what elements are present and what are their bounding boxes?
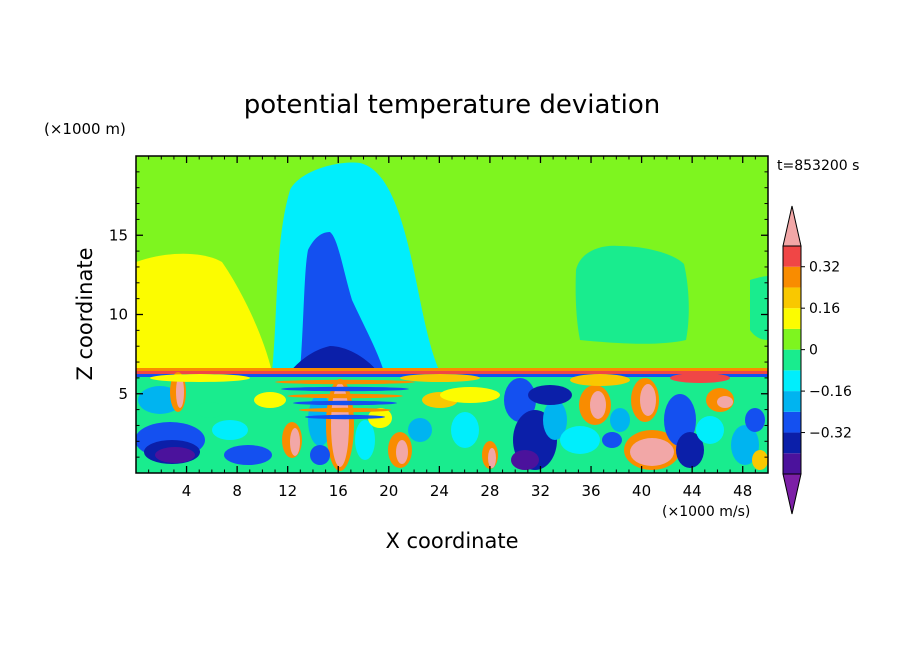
field-blob	[396, 440, 408, 464]
x-tick-label: 12	[278, 482, 297, 500]
inversion-line	[136, 371, 768, 374]
y-tick-label: 15	[109, 226, 128, 244]
y-unit-label: (×1000 m)	[44, 120, 126, 138]
x-unit-label: (×1000 m/s)	[662, 504, 750, 520]
lower-layer-blobs	[136, 372, 768, 471]
colorbar-swatch	[783, 246, 801, 267]
wave-band	[305, 414, 385, 420]
x-tick-label: 36	[581, 482, 600, 500]
cool-column-inner	[300, 232, 384, 372]
colorbar-frame	[782, 245, 802, 475]
colorbar-label: −0.32	[809, 426, 852, 442]
field-blob	[355, 420, 375, 460]
colorbar-swatch	[783, 391, 801, 412]
field-blob	[731, 425, 759, 465]
field-blob	[528, 385, 572, 405]
x-tick-label: 48	[733, 482, 752, 500]
x-tick-label: 28	[480, 482, 499, 500]
field-blob	[150, 374, 250, 382]
x-tick-label: 24	[430, 482, 449, 500]
contour-field	[136, 156, 768, 473]
colorbar-label: 0.32	[809, 260, 840, 276]
field-blob	[511, 450, 539, 470]
field-blob	[310, 445, 330, 465]
colorbar-swatch	[783, 411, 801, 433]
field-blob	[254, 392, 286, 408]
field-blob	[570, 374, 630, 386]
field-blob	[290, 428, 300, 456]
wave-band	[275, 379, 415, 385]
colorbar-label: −0.16	[809, 384, 852, 400]
field-blob	[717, 396, 733, 408]
field-blob	[212, 420, 248, 440]
field-blob	[670, 373, 730, 383]
field-blob	[408, 418, 432, 442]
x-axis: 4 8 12 16 20 24 28 32 36 40 44 48	[148, 156, 756, 500]
field-blob	[602, 432, 622, 448]
field-blob	[504, 378, 536, 422]
warm-region-left	[136, 253, 272, 372]
field-blob	[640, 384, 656, 416]
field-blob	[488, 448, 496, 468]
colorbar-swatch	[783, 287, 801, 309]
field-blob	[224, 445, 272, 465]
x-axis-label: X coordinate	[385, 529, 518, 553]
x-tick-label: 20	[379, 482, 398, 500]
cool-column-core	[290, 346, 378, 372]
field-blob	[543, 400, 567, 440]
x-tick-label: 4	[182, 482, 192, 500]
y-tick-label: 10	[109, 306, 128, 324]
cool-patch-right	[575, 245, 689, 344]
colorbar: 0.32 0.16 0 −0.16 −0.32	[782, 205, 852, 515]
colorbar-swatch	[783, 266, 801, 288]
field-blob	[308, 394, 332, 446]
field-blob	[610, 408, 630, 432]
colorbar-swatch	[783, 453, 801, 474]
field-blob	[696, 416, 724, 444]
colorbar-swatch	[783, 349, 801, 371]
field-blob	[745, 408, 765, 432]
x-tick-label: 44	[683, 482, 702, 500]
field-blob	[590, 391, 606, 419]
colorbar-overflow	[782, 205, 802, 247]
field-blob	[155, 447, 195, 463]
field-blob	[440, 387, 500, 403]
x-tick-label: 40	[632, 482, 651, 500]
field-blob	[196, 402, 224, 418]
inversion-line-top	[136, 368, 768, 371]
wave-band	[281, 386, 409, 392]
wave-band	[287, 393, 403, 399]
wave-band	[293, 400, 397, 406]
cool-patch-far-right	[750, 276, 768, 340]
chart-title: potential temperature deviation	[244, 90, 660, 120]
colorbar-swatch	[783, 308, 801, 329]
colorbar-label: 0.16	[809, 301, 840, 317]
x-tick-label: 32	[531, 482, 550, 500]
colorbar-underflow	[782, 473, 802, 515]
field-blob	[630, 438, 674, 466]
field-blob	[560, 426, 600, 454]
x-tick-label: 8	[232, 482, 242, 500]
colorbar-label: 0	[809, 343, 818, 359]
field-blob	[400, 374, 480, 382]
field-blob	[676, 432, 704, 468]
wave-band	[299, 407, 391, 413]
colorbar-swatch	[783, 328, 801, 350]
field-blob	[176, 376, 184, 408]
y-tick-label: 5	[118, 385, 128, 403]
y-axis-label: Z coordinate	[73, 247, 97, 380]
time-label: t=853200 s	[777, 158, 859, 174]
x-tick-label: 16	[329, 482, 348, 500]
field-blob	[752, 450, 768, 470]
field-blob	[451, 412, 479, 448]
colorbar-swatch	[783, 370, 801, 392]
colorbar-swatch	[783, 432, 801, 454]
y-axis: 5 10 15	[109, 171, 768, 458]
